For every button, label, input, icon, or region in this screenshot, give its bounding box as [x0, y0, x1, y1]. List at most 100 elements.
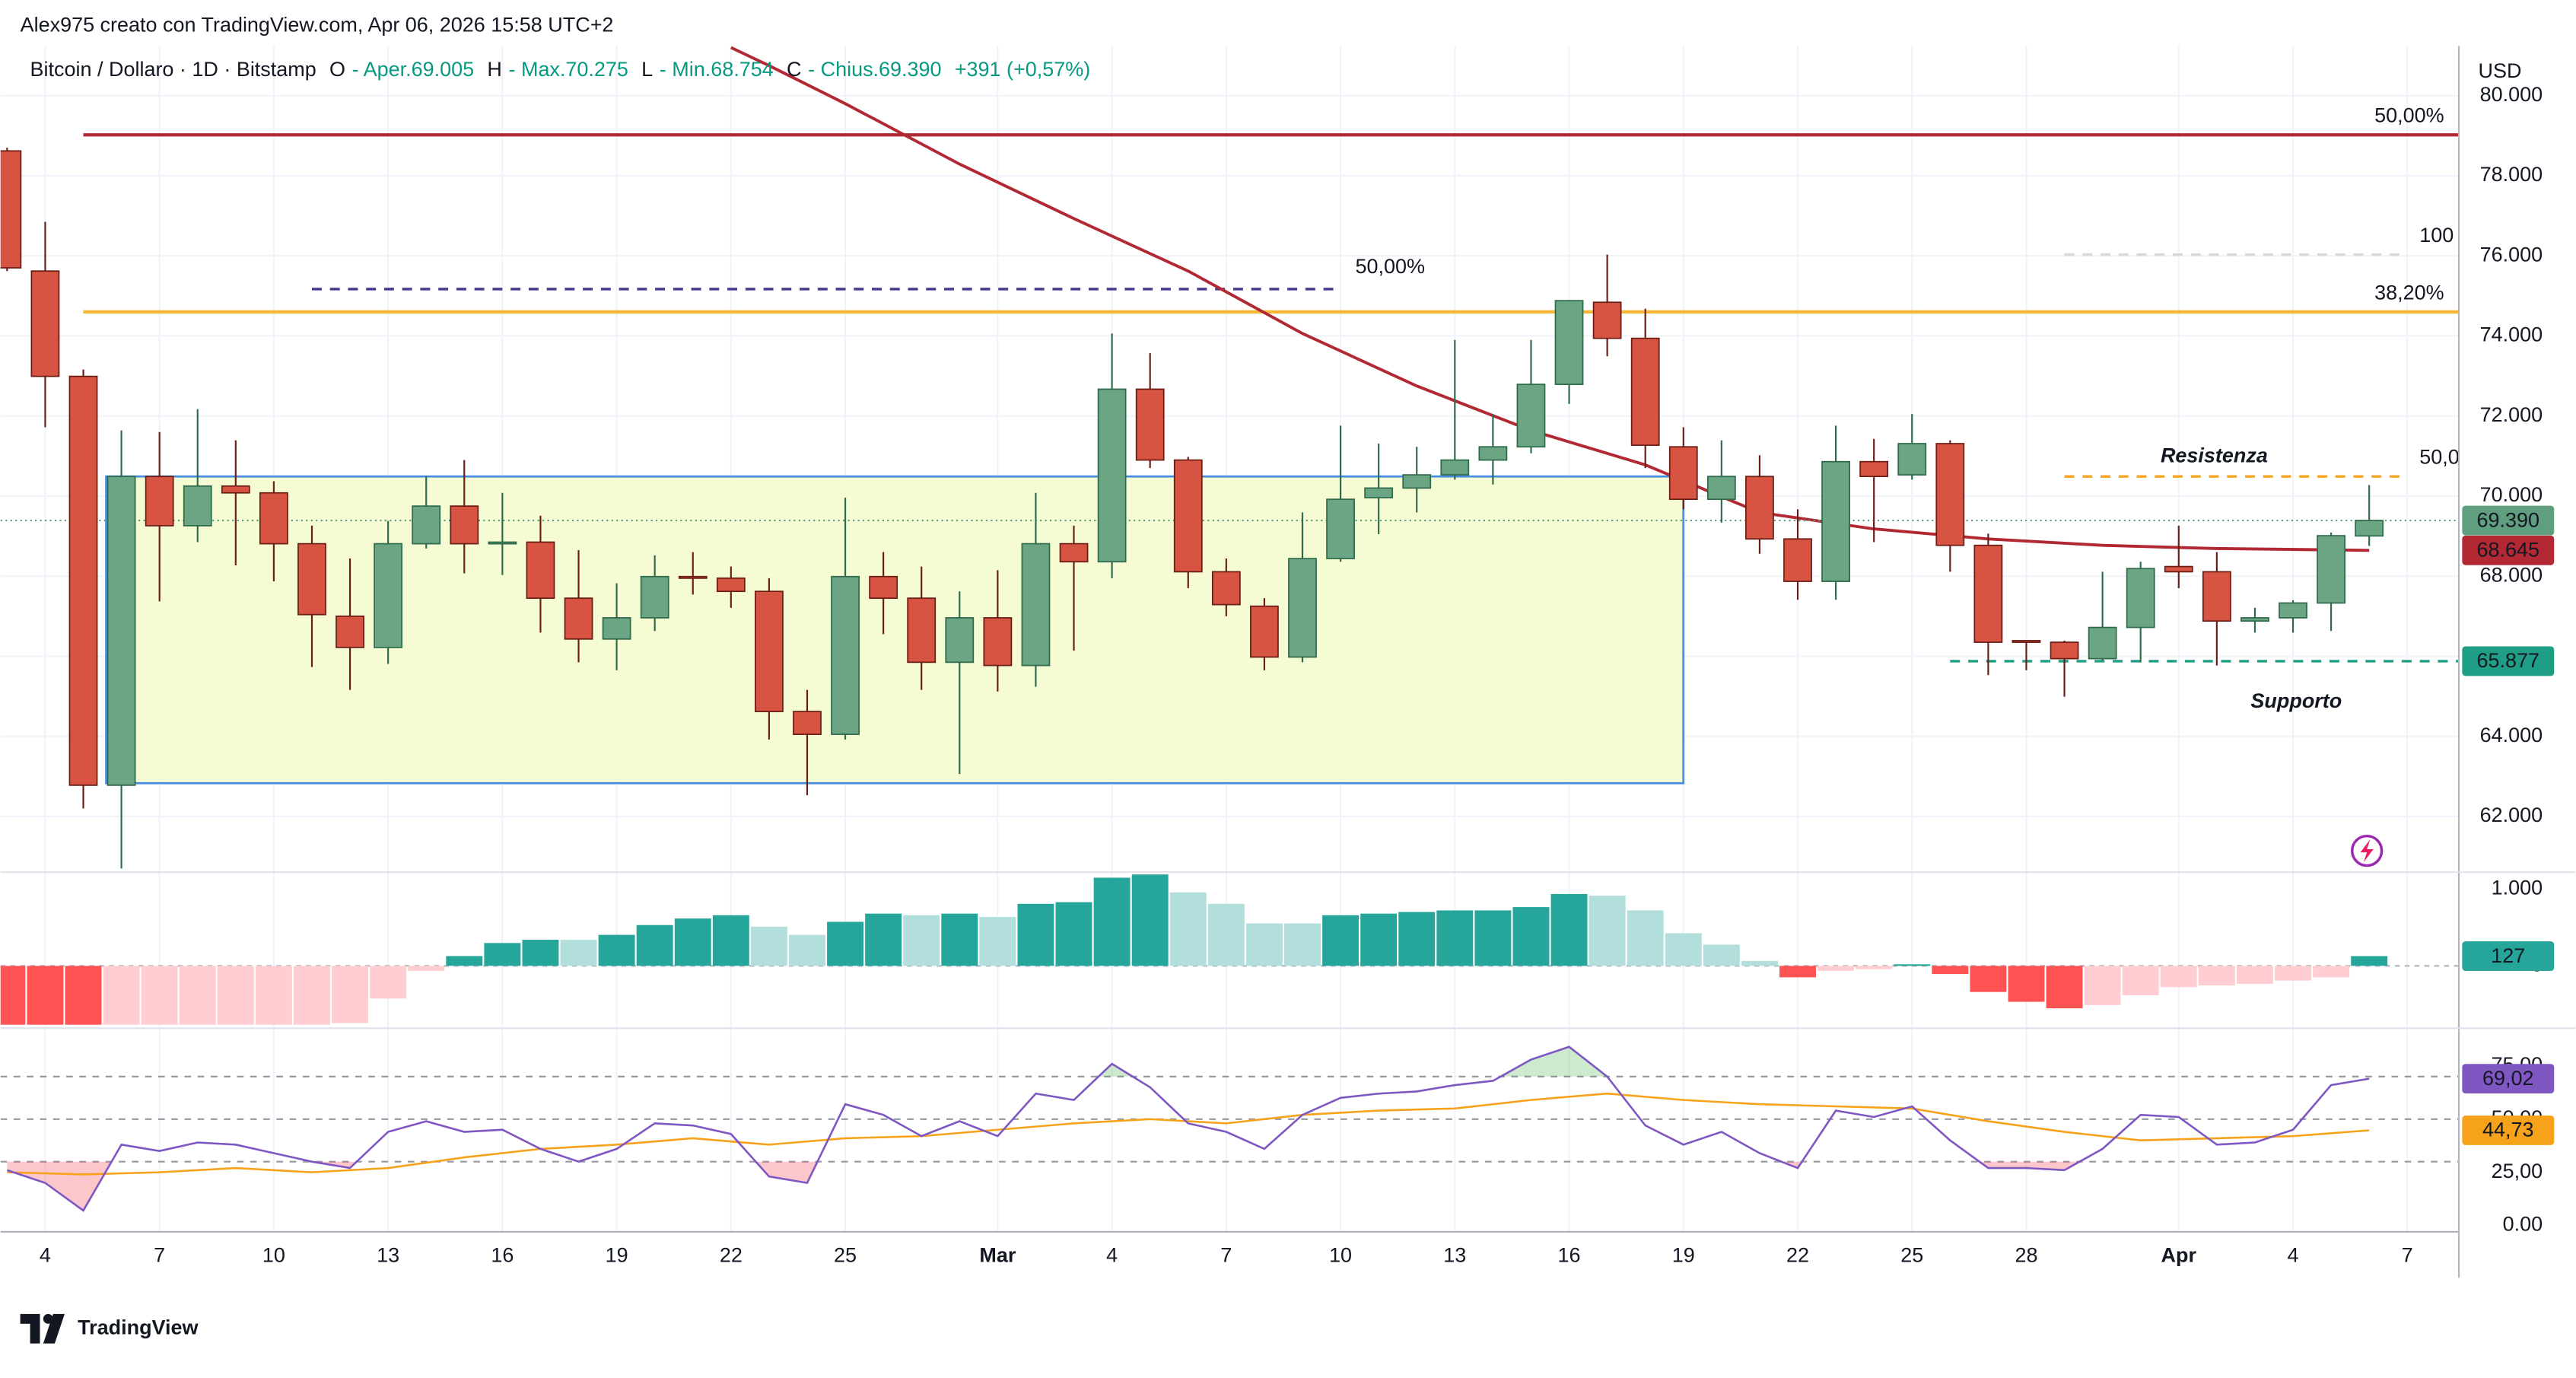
legend-key: C [787, 58, 801, 81]
candle-body [1135, 388, 1165, 461]
histogram-bar [484, 943, 521, 966]
histogram-bar [65, 966, 102, 1025]
histogram-bar [865, 913, 902, 966]
alert-icon [2350, 834, 2384, 867]
histogram-badge: 127 [2491, 944, 2525, 967]
histogram-bar [1932, 966, 1969, 975]
candle-body [1554, 300, 1584, 385]
brand-name: TradingView [78, 1316, 199, 1338]
y-tick-label: 1.000 [2492, 877, 2543, 899]
histogram-bar [1017, 903, 1054, 966]
histogram-bar [27, 966, 64, 1025]
histogram-bar [712, 915, 749, 966]
candle-body [2012, 640, 2041, 643]
legend-name: - Max. [509, 58, 566, 81]
alert-bolt [2360, 839, 2374, 863]
candle-body [2317, 535, 2345, 604]
y-tick-label: 64.000 [2480, 724, 2543, 746]
histogram-bar [2198, 966, 2235, 986]
x-tick-label: 13 [1443, 1243, 1466, 1266]
candle-body [0, 150, 22, 269]
x-tick-label: 19 [606, 1243, 628, 1266]
histogram-bar [750, 926, 787, 966]
y-tick-label: 76.000 [2480, 243, 2543, 266]
candle-body [678, 575, 708, 579]
legend-name: - Min. [660, 58, 711, 81]
candle-body [1097, 388, 1127, 563]
histogram-bar [1970, 966, 2007, 992]
candle-body [221, 485, 250, 494]
histogram-bar [1360, 913, 1398, 966]
candle-body [2126, 568, 2155, 629]
histogram-bar [1512, 907, 1550, 966]
y-tick-label: 74.000 [2480, 323, 2543, 346]
histogram-bar [1474, 910, 1512, 966]
histogram-bar [2275, 966, 2311, 981]
histogram-bar [370, 966, 407, 999]
y-tick-label: 78.000 [2480, 163, 2543, 186]
candle-body [336, 615, 364, 648]
y-tick-label: 80.000 [2480, 83, 2543, 106]
candle-body [412, 505, 441, 545]
histogram-bar [2084, 966, 2121, 1005]
rsi-moving-average [7, 1092, 2370, 1176]
x-tick-label: 7 [154, 1243, 165, 1266]
legend-name: - Aper. [352, 58, 412, 81]
candle-body [564, 597, 593, 640]
x-tick-label: 4 [2288, 1243, 2299, 1266]
histogram-bar [1550, 893, 1588, 966]
level-note: Supporto [2250, 689, 2342, 712]
level-note: Resistenza [2161, 444, 2268, 466]
histogram-bar [446, 956, 483, 966]
histogram-bar [141, 966, 178, 1025]
candle-body [869, 575, 898, 600]
candle-body [1288, 558, 1317, 658]
histogram-bar [1131, 874, 1169, 966]
histogram-bar [1779, 966, 1816, 978]
histogram-bar [522, 940, 559, 966]
brand-logo: TradingView [20, 1313, 199, 1344]
histogram-bar [255, 966, 292, 1025]
candle-body [983, 617, 1013, 667]
range-box [105, 475, 1685, 784]
legend-value: 70.275 [565, 58, 628, 81]
candle-body [945, 617, 975, 664]
legend-value: 69.390 [879, 58, 941, 81]
axes: 4 7 10 13 16 19 22 25 Mar 4 7 10 13 16 19 22 25 28 Apr 4 7 62… [0, 46, 2576, 1278]
candle-body [1478, 446, 1508, 461]
histogram-bar [0, 966, 26, 1025]
candle-body [2164, 565, 2193, 573]
candle-body [1021, 543, 1051, 667]
candle-body [450, 505, 479, 545]
histogram-bar [1093, 877, 1131, 966]
y-tick-label: 62.000 [2480, 804, 2543, 826]
histogram-bar [2046, 966, 2083, 1009]
candle-body [107, 476, 136, 786]
x-tick-label: 10 [1329, 1243, 1352, 1266]
x-tick-label: 7 [2402, 1243, 2413, 1266]
histogram-bar [1627, 910, 1664, 966]
currency: USD [2479, 59, 2522, 82]
rsi-badge: 69,02 [2482, 1067, 2534, 1090]
x-tick-label: 28 [2015, 1243, 2037, 1266]
candle-body [1440, 459, 1470, 476]
histogram-bar [941, 913, 978, 966]
histogram-bar [636, 925, 673, 966]
histogram-bar [674, 918, 711, 966]
histogram-bar [294, 966, 330, 1025]
x-tick-label: 13 [377, 1243, 399, 1266]
x-tick-label: 25 [834, 1243, 857, 1266]
candle-body [1783, 538, 1812, 582]
histogram-bar [2122, 966, 2159, 996]
candle-body [2279, 602, 2307, 619]
histogram-bar [1894, 964, 1931, 966]
histogram-bar [903, 915, 940, 966]
x-tick-label: 4 [40, 1243, 51, 1266]
last-price-badge: 69.390 [2477, 508, 2540, 531]
candle-body [2050, 641, 2079, 660]
candle-body [1402, 474, 1432, 489]
candle-body [1592, 301, 1622, 339]
candle-body [716, 577, 746, 593]
histogram-bar [827, 921, 864, 966]
